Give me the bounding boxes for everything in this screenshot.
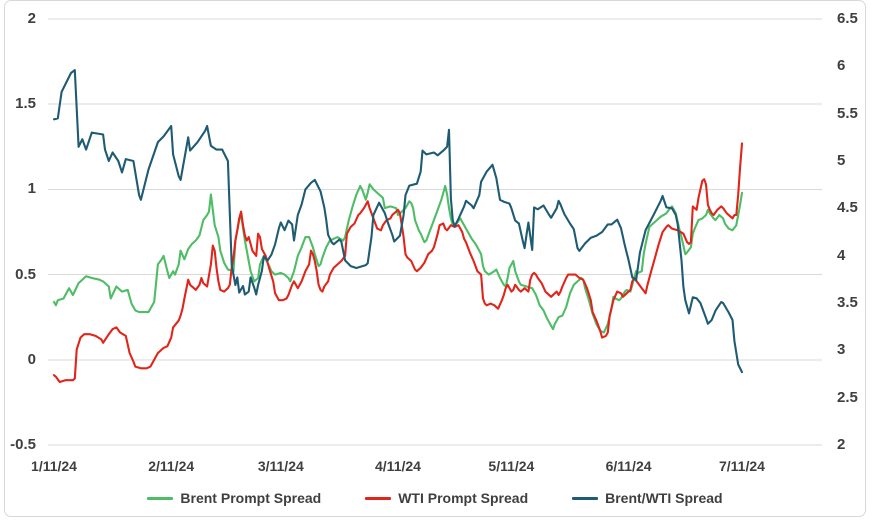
- left-axis-tick: 1: [27, 180, 36, 198]
- left-axis-tick: 0.5: [15, 265, 36, 283]
- left-axis-tick: 2: [27, 10, 36, 27]
- legend-item-brent-wti-spread: Brent/WTI Spread: [572, 490, 723, 506]
- x-axis-tick: 6/11/24: [605, 458, 652, 474]
- x-axis-tick: 2/11/24: [148, 458, 195, 474]
- left-axis-tick: -0.5: [10, 436, 36, 453]
- x-axis-tick: 5/11/24: [488, 458, 535, 474]
- left-axis-tick: 0: [27, 350, 36, 368]
- legend-label: Brent Prompt Spread: [180, 490, 322, 506]
- right-axis-tick: 6: [837, 57, 846, 75]
- legend-line-swatch-icon: [365, 496, 392, 500]
- legend: Brent Prompt Spread WTI Prompt Spread Bren…: [48, 487, 822, 509]
- right-axis-tick: 5.5: [837, 104, 858, 122]
- right-axis-tick: 6.5: [837, 10, 858, 27]
- legend-line-swatch-icon: [147, 496, 174, 500]
- right-axis-tick: 4.5: [837, 199, 858, 217]
- right-axis-tick: 2: [837, 436, 846, 453]
- x-axis-tick: 4/11/24: [375, 458, 421, 474]
- series-line-brent-prompt-spread: [52, 183, 744, 334]
- x-axis-tick: 3/11/24: [257, 458, 304, 474]
- right-axis-tick: 5: [837, 152, 846, 169]
- x-axis-tick: 7/11/24: [718, 458, 765, 474]
- legend-item-wti-prompt-spread: WTI Prompt Spread: [365, 490, 528, 506]
- right-axis-tick: 3: [837, 341, 846, 359]
- legend-item-brent-prompt-spread: Brent Prompt Spread: [147, 490, 321, 506]
- series-line-brent-wti-spread: [52, 69, 744, 374]
- legend-line-swatch-icon: [572, 496, 599, 500]
- right-axis-tick: 2.5: [837, 388, 858, 406]
- chart-frame: [4, 0, 866, 517]
- x-axis-tick: 1/11/24: [31, 458, 77, 474]
- legend-label: WTI Prompt Spread: [398, 490, 529, 506]
- right-axis-tick: 4: [837, 246, 846, 264]
- right-axis-tick: 3.5: [837, 294, 858, 311]
- legend-label: Brent/WTI Spread: [605, 490, 723, 506]
- left-axis-tick: 1.5: [15, 95, 36, 113]
